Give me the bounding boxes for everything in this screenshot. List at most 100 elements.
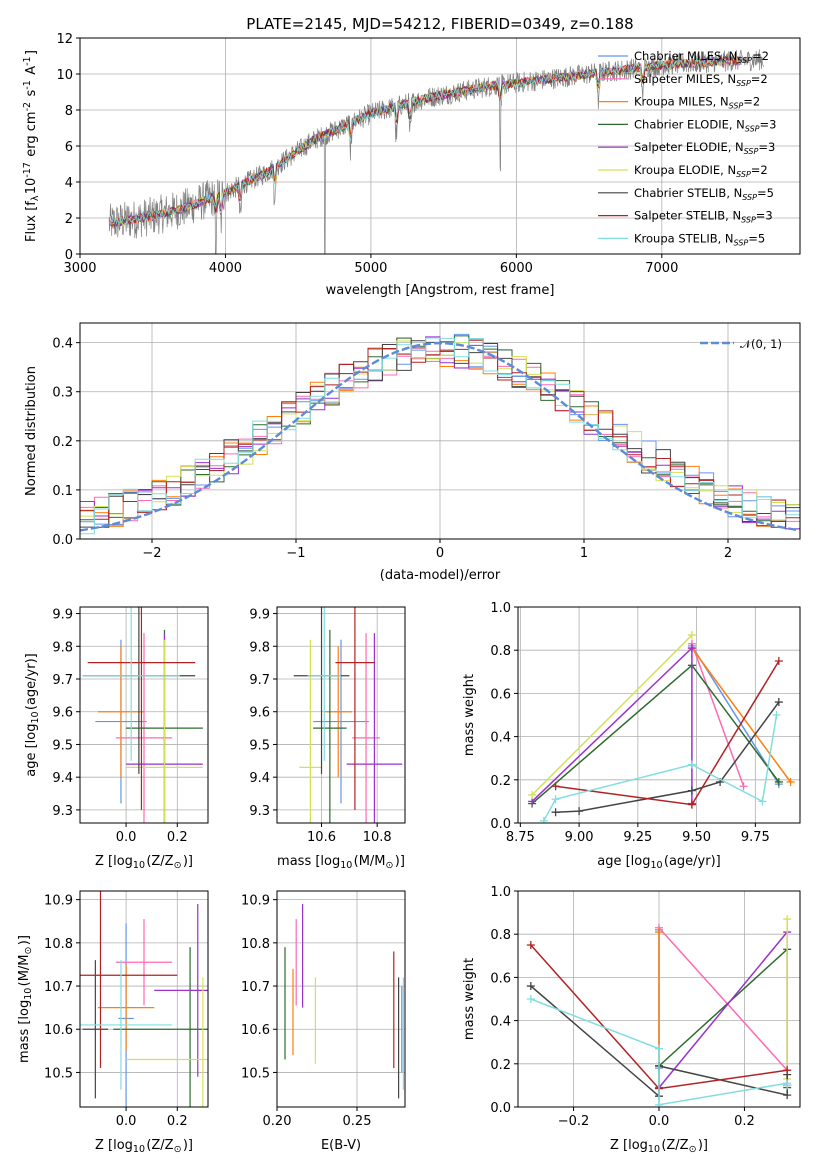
x-tick-label: 10.6 (307, 830, 336, 845)
point-salpeter-miles (115, 919, 173, 1006)
label-part: (age/yr)] (24, 653, 39, 710)
label-part: SSP (736, 170, 751, 179)
series-marker (774, 698, 783, 707)
y-tick-label: 9.7 (52, 673, 73, 688)
plot-area (80, 333, 800, 535)
label-part: Salpeter ELODIE, N (634, 140, 744, 154)
y-tick-label: 0.0 (52, 533, 73, 548)
series-marker (687, 800, 696, 809)
normal-curve (80, 342, 798, 532)
y-tick-label: 1.0 (490, 601, 511, 616)
legend-label: Chabrier MILES, NSSP=2 (634, 49, 769, 65)
series-marker (575, 807, 584, 816)
label-part: 10 (30, 711, 41, 723)
label-part: 10 (648, 1144, 660, 1155)
label-part: age [log (24, 724, 39, 777)
label-part: (age/yr)] (664, 854, 721, 869)
point-chabrier-elodie (113, 947, 208, 1107)
label-part: erg cm (24, 111, 39, 160)
label-part: =3 (756, 209, 773, 223)
y-tick-label: 9.5 (52, 738, 73, 753)
series-kroupa-stelib (526, 995, 792, 1107)
series-line (531, 634, 693, 796)
x-tick-label: 0.20 (263, 1114, 292, 1129)
series-line (691, 647, 792, 783)
legend: 𝒩(0, 1) (700, 337, 782, 351)
x-tick-label: 0.0 (116, 1114, 137, 1129)
label-part: )] (17, 935, 32, 945)
series-line (658, 929, 788, 1089)
label-part: Chabrier ELODIE, N (634, 117, 745, 131)
y-tick-label: 0.4 (52, 337, 73, 352)
series-marker (786, 777, 795, 786)
legend-label: Kroupa STELIB, NSSP=5 (634, 231, 765, 247)
label-part: ⊙ (689, 1144, 697, 1155)
y-tick-label: 0.4 (490, 1015, 511, 1030)
series-marker (783, 915, 792, 924)
y-tick-label: 0.2 (490, 1058, 511, 1073)
point-chabrier-elodie (313, 629, 347, 823)
series-marker (783, 1081, 792, 1090)
series-marker (655, 928, 663, 937)
x-tick-label: 7000 (645, 261, 678, 276)
y-tick-label: 10.9 (44, 894, 73, 909)
label-part: 10 (133, 860, 145, 871)
x-tick-label: 6000 (500, 261, 533, 276)
label-part: λ (30, 195, 41, 201)
series-marker (526, 995, 535, 1003)
label-part: =2 (743, 95, 760, 109)
y-tick-label: 10.7 (241, 980, 270, 995)
axes-massweight-vs-age: 8.75 9.00 9.25 9.50 9.75 0.0 0.2 0.4 0.6 0.8 1.0 ag… (462, 601, 801, 871)
x-tick-label: 10.8 (363, 830, 392, 845)
legend-label: Salpeter STELIB, NSSP=3 (634, 209, 773, 225)
label-part: (data-model)/error (380, 568, 501, 583)
grid (518, 606, 800, 824)
series-marker (687, 644, 696, 653)
series-kroupa-stelib (539, 711, 781, 823)
axes-frame (79, 606, 209, 824)
y-tick-label: 10.5 (44, 1066, 73, 1081)
axes-age-vs-Z: 0.0 0.29.39.49.59.69.79.89.9Z [log10 (Z/Z… (24, 606, 209, 871)
axes-mass-vs-Z: 0.0 0.210.510.610.710.810.9Z [log10 (Z/Z⊙… (17, 890, 209, 1155)
point-kroupa-stelib (82, 607, 180, 761)
label-part: (M/M (354, 854, 386, 869)
series-marker (655, 1100, 663, 1107)
label-part: =2 (751, 163, 768, 177)
label-part: =3 (760, 117, 777, 131)
series-kroupa-elodie (528, 631, 696, 799)
x-axis-label: Z [log10 (Z/Z⊙ )] (95, 1138, 193, 1155)
y-axis-label: Flux [fλ 10-17 erg cm-2 s-1 A-1 ] (22, 50, 41, 242)
y-tick-label: 10.5 (241, 1066, 270, 1081)
legend-label: Kroupa ELODIE, NSSP=2 (634, 163, 768, 179)
label-part: 10 (133, 1144, 145, 1155)
axes-residuals: 𝒩(0, 1) −2 −1 0 1 2 0.0 0.1 0.2 0.3 0.4 (data-model… (24, 322, 801, 583)
y-tick-label: 9.8 (52, 640, 73, 655)
histogram-kroupa-elodie (80, 340, 800, 520)
y-axis-label: mass weight (462, 674, 477, 756)
x-tick-label: −0.2 (558, 1114, 590, 1129)
label-part: age [log (597, 854, 650, 869)
y-tick-label: 9.3 (52, 804, 73, 819)
label-part: ⊙ (174, 860, 182, 871)
axes-frame (79, 890, 209, 1108)
series-line (555, 660, 780, 806)
point-kroupa-miles (97, 646, 144, 778)
histogram-salpeter-stelib (80, 339, 800, 527)
series-marker (758, 797, 767, 806)
y-tick-label: 0.8 (490, 644, 511, 659)
y-tick-label: 12 (56, 32, 73, 47)
label-part: Kroupa ELODIE, N (634, 163, 736, 177)
plot-area (526, 915, 792, 1107)
legend-label: Chabrier ELODIE, NSSP=3 (634, 117, 776, 133)
x-axis-label: mass [log10 (M/M⊙ )] (277, 854, 405, 871)
label-part: )] (395, 854, 405, 869)
label-part: SSP (742, 193, 757, 202)
point-chabrier-stelib (82, 960, 109, 1099)
y-tick-label: 9.3 (249, 804, 270, 819)
x-axis-label: age [log10 (age/yr)] (597, 854, 721, 871)
histogram-chabrier-stelib (80, 340, 800, 528)
series-line (658, 947, 788, 1088)
y-tick-label: 0.1 (52, 484, 73, 499)
x-axis-label: wavelength [Angstrom, rest frame] (326, 283, 555, 298)
